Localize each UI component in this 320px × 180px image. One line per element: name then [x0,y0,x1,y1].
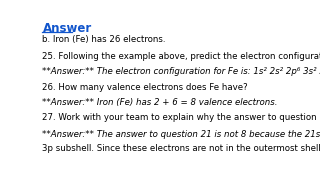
Text: **Answer:** Iron (Fe) has 2 + 6 = 8 valence electrons.: **Answer:** Iron (Fe) has 2 + 6 = 8 vale… [43,98,278,107]
Text: **Answer:** The electron configuration for Fe is: 1s² 2s² 2p⁶ 3s² 3p⁶ 4s² 3d⁶.: **Answer:** The electron configuration f… [43,67,320,76]
Text: 3p subshell. Since these electrons are not in the outermost shell, they are not : 3p subshell. Since these electrons are n… [43,144,320,153]
Text: 25. Following the example above, predict the electron configuration for Fe.: 25. Following the example above, predict… [43,52,320,61]
Text: 26. How many valence electrons does Fe have?: 26. How many valence electrons does Fe h… [43,83,248,92]
Text: Answer: Answer [43,22,92,35]
Text: 27. Work with your team to explain why the answer to question 21 is not 8.: 27. Work with your team to explain why t… [43,113,320,122]
Text: b. Iron (Fe) has 26 electrons.: b. Iron (Fe) has 26 electrons. [43,35,166,44]
Text: **Answer:** The answer to question 21 is not 8 because the 21st through 30th ele: **Answer:** The answer to question 21 is… [43,130,320,139]
